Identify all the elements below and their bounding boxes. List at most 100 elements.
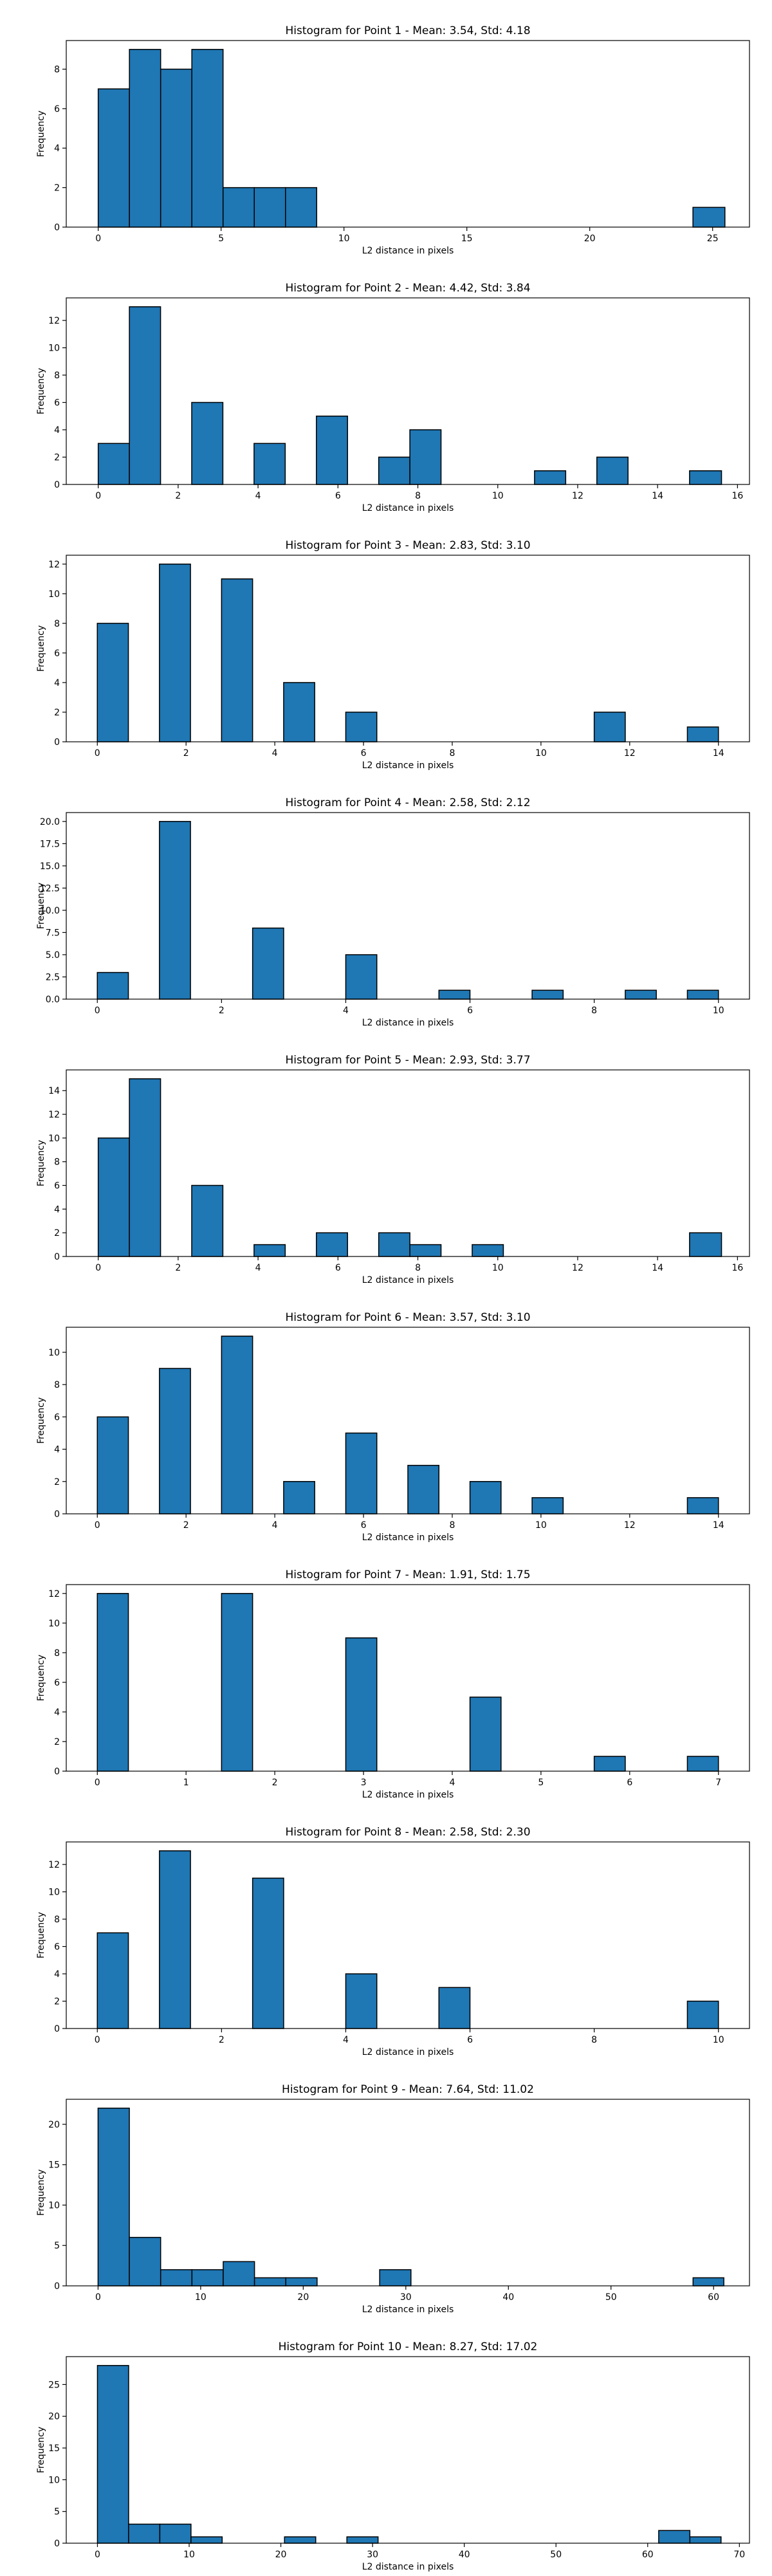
chart-panel-2: Histogram for Point 2 - Mean: 4.42, Std:… xyxy=(36,282,750,513)
axes-frame xyxy=(66,2356,750,2544)
y-tick-label: 10 xyxy=(48,2200,60,2211)
x-tick-label: 10 xyxy=(535,748,547,759)
y-tick-label: 4 xyxy=(54,1969,60,1980)
histogram-bar xyxy=(531,989,564,1000)
y-tick-label: 6 xyxy=(54,1181,60,1191)
x-tick-label: 10 xyxy=(713,1006,724,1016)
x-tick-label: 40 xyxy=(459,2550,470,2560)
histogram-bar xyxy=(438,989,471,1000)
histogram-bar xyxy=(686,726,719,742)
histogram-bar xyxy=(96,971,129,1000)
x-axis-label: L2 distance in pixels xyxy=(362,246,454,256)
x-tick-label: 2 xyxy=(272,1778,278,1788)
y-tick-label: 12 xyxy=(48,1589,60,1599)
x-tick-label: 8 xyxy=(415,491,421,501)
y-tick-label: 20 xyxy=(48,2120,60,2130)
y-tick-label: 0 xyxy=(54,223,60,233)
histogram-bar xyxy=(438,1987,471,2029)
chart-title: Histogram for Point 2 - Mean: 4.42, Std:… xyxy=(285,282,530,295)
y-tick-label: 8 xyxy=(54,64,60,75)
histogram-bar xyxy=(409,1244,442,1257)
x-tick-label: 8 xyxy=(450,1520,455,1531)
x-axis-label: L2 distance in pixels xyxy=(362,2562,454,2572)
histogram-bar xyxy=(596,456,629,485)
y-tick-label: 4 xyxy=(54,1707,60,1718)
y-tick-label: 8 xyxy=(54,619,60,629)
x-tick-label: 0 xyxy=(95,2550,100,2560)
histogram-bar xyxy=(128,2523,161,2544)
histogram-bar xyxy=(345,1637,378,1772)
y-tick-label: 15 xyxy=(48,2160,60,2171)
y-tick-label: 12 xyxy=(48,316,60,326)
y-tick-label: 17.5 xyxy=(40,839,60,849)
x-tick-label: 12 xyxy=(572,491,584,501)
x-tick-label: 12 xyxy=(572,1263,584,1273)
y-tick-label: 20 xyxy=(48,2412,60,2422)
x-tick-label: 14 xyxy=(713,748,724,759)
histogram-bar xyxy=(96,2365,129,2544)
histogram-bar xyxy=(407,1464,440,1514)
histogram-bar xyxy=(253,443,286,485)
y-tick-label: 15 xyxy=(48,2443,60,2454)
y-tick-label: 2 xyxy=(54,1737,60,1747)
axes-frame xyxy=(66,2099,750,2286)
x-tick-label: 14 xyxy=(713,1520,724,1531)
x-tick-label: 4 xyxy=(272,748,278,759)
histogram-bar xyxy=(689,1232,722,1257)
x-tick-label: 3 xyxy=(361,1778,367,1788)
x-tick-label: 12 xyxy=(624,748,636,759)
y-tick-label: 2 xyxy=(54,1997,60,2007)
x-axis-label: L2 distance in pixels xyxy=(362,1532,454,1543)
x-tick-label: 2 xyxy=(175,1263,181,1273)
x-axis-label: L2 distance in pixels xyxy=(362,1018,454,1028)
x-tick-label: 6 xyxy=(361,1520,367,1531)
histogram-bar xyxy=(283,1481,315,1514)
x-tick-label: 60 xyxy=(642,2550,654,2560)
chart-title: Histogram for Point 8 - Mean: 2.58, Std:… xyxy=(285,1826,530,1839)
x-tick-label: 6 xyxy=(467,2035,473,2045)
chart-panel-5: Histogram for Point 5 - Mean: 2.93, Std:… xyxy=(36,1054,750,1285)
y-axis-label: Frequency xyxy=(36,1397,46,1444)
y-tick-label: 14 xyxy=(48,1086,60,1096)
y-tick-label: 5.0 xyxy=(46,950,60,961)
histogram-bar xyxy=(191,49,224,228)
histogram-bar xyxy=(686,989,719,1000)
histogram-bar xyxy=(97,1137,130,1257)
y-tick-label: 10 xyxy=(48,2475,60,2485)
y-tick-label: 4 xyxy=(54,425,60,436)
y-tick-label: 2 xyxy=(54,183,60,194)
histogram-bar xyxy=(316,416,348,485)
chart-title: Histogram for Point 9 - Mean: 7.64, Std:… xyxy=(282,2083,534,2096)
histogram-bar xyxy=(689,2536,722,2544)
x-tick-label: 6 xyxy=(335,491,341,501)
y-tick-label: 10 xyxy=(48,589,60,600)
x-axis-label: L2 distance in pixels xyxy=(362,1790,454,1800)
histogram-bar xyxy=(686,1497,719,1514)
axes-frame xyxy=(66,812,750,1000)
histogram-bar xyxy=(96,1416,129,1514)
y-tick-label: 0 xyxy=(54,737,60,748)
histogram-bar xyxy=(97,2108,130,2286)
x-tick-label: 0 xyxy=(95,1006,100,1016)
x-tick-label: 10 xyxy=(183,2550,195,2560)
histogram-bar xyxy=(160,68,192,228)
y-tick-label: 5 xyxy=(54,2507,60,2517)
x-tick-label: 8 xyxy=(591,1006,597,1016)
axes-frame xyxy=(66,1069,750,1257)
x-tick-label: 30 xyxy=(400,2292,412,2303)
x-tick-label: 10 xyxy=(492,1263,504,1273)
axes-frame xyxy=(66,1841,750,2029)
x-tick-label: 0 xyxy=(95,1263,101,1273)
y-tick-label: 25 xyxy=(48,2380,60,2390)
histogram-bar xyxy=(692,2277,724,2286)
histogram-bar xyxy=(96,623,129,742)
y-tick-label: 0 xyxy=(54,2539,60,2549)
chart-panel-9: Histogram for Point 9 - Mean: 7.64, Std:… xyxy=(36,2083,750,2315)
y-axis-label: Frequency xyxy=(36,2427,46,2473)
x-tick-label: 4 xyxy=(450,1778,455,1788)
x-tick-label: 2 xyxy=(219,2035,225,2045)
y-tick-label: 6 xyxy=(54,1412,60,1422)
y-axis-label: Frequency xyxy=(36,1140,46,1186)
histogram-bar xyxy=(96,1593,129,1772)
